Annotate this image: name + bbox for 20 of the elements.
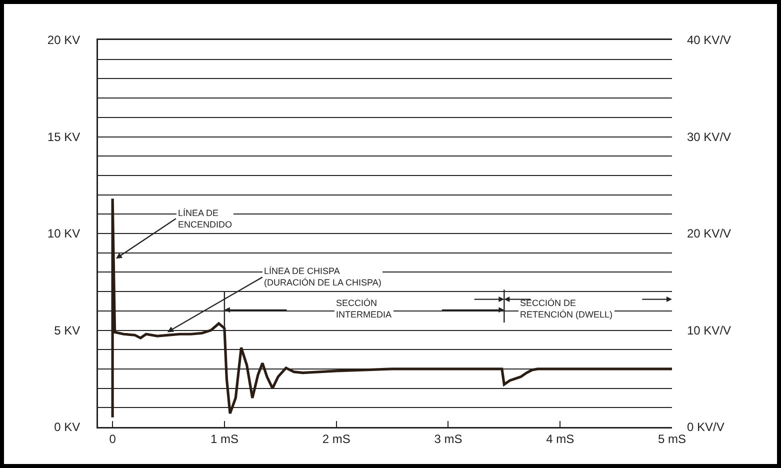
y2-tick-label: 10 KV/V	[687, 323, 732, 338]
annotation: LÍNEA DE CHISPA (DURACIÓN DE LA CHISPA)	[264, 266, 382, 288]
y2-tick-label: 30 KV/V	[687, 130, 732, 144]
y-tick-label: 0 KV	[54, 420, 80, 434]
y-tick-label: 20 KV	[47, 33, 80, 48]
x-tick-label: 4 mS	[546, 432, 574, 446]
x-tick-label: 2 mS	[322, 432, 350, 446]
x-tick-label: 3 mS	[434, 432, 462, 446]
y2-tick-label: 40 KV/V	[687, 33, 732, 48]
annotation: SECCIÓN DE RETENCIÓN (DWELL)	[520, 298, 613, 320]
y-tick-label: 5 KV	[54, 323, 80, 338]
y2-tick-label: 20 KV/V	[687, 226, 732, 241]
x-tick-label: 5 mS	[658, 432, 686, 446]
y-tick-label: 15 KV	[47, 130, 80, 144]
annotation: LÍNEA DE ENCENDIDO	[178, 208, 232, 230]
y-tick-label: 10 KV	[47, 226, 80, 241]
annotation: SECCIÓN INTERMEDIA	[336, 298, 392, 320]
x-tick-label: 1 mS	[210, 432, 238, 446]
y2-tick-label: 0 KV/V	[687, 420, 724, 434]
x-tick-label: 0	[109, 432, 116, 446]
